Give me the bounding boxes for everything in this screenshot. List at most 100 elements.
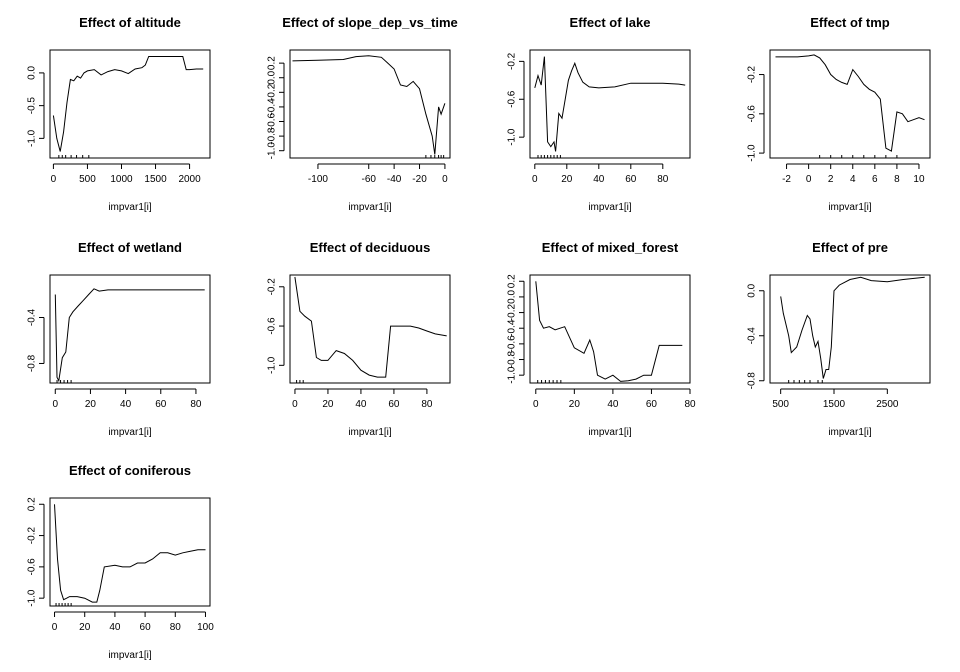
x-tick-label: 0	[806, 174, 812, 185]
effect-line	[54, 504, 206, 603]
panel-1: Effect of altitude 0 500 1000 1500 2000 -1.0 -0…	[27, 15, 211, 213]
panel-title: Effect of lake	[570, 15, 651, 30]
panel-title: Effect of deciduous	[310, 240, 431, 255]
x-tick-label: 60	[155, 399, 167, 410]
x-tick-label: 8	[894, 174, 900, 185]
y-tick-label: -1.0	[267, 142, 278, 160]
x-tick-label: 2500	[876, 399, 899, 410]
y-tick-label: -0.6	[27, 558, 38, 576]
x-tick-label: 2	[828, 174, 834, 185]
x-axis-label: impvar1[i]	[108, 650, 152, 661]
effect-line	[292, 55, 446, 155]
x-axis-label: impvar1[i]	[828, 202, 872, 213]
x-tick-label: 20	[322, 399, 334, 410]
y-tick-label: -0.2	[267, 83, 278, 101]
x-axis-label: impvar1[i]	[108, 202, 152, 213]
x-tick-label: 20	[569, 399, 581, 410]
panel-3: Effect of lake 0 20 40 60 80 -1.0 -0.6 -0.2 impva…	[507, 15, 691, 213]
x-tick-label: 2000	[178, 174, 201, 185]
x-tick-label: 40	[607, 399, 619, 410]
y-tick-label: -0.4	[27, 308, 38, 326]
x-tick-label: 80	[684, 399, 696, 410]
x-tick-label: 60	[140, 622, 152, 633]
x-tick-label: 1000	[110, 174, 133, 185]
y-tick-label: -1.0	[747, 144, 758, 162]
x-tick-label: 40	[109, 622, 121, 633]
x-tick-label: 0	[52, 399, 58, 410]
x-tick-label: -2	[782, 174, 791, 185]
effect-line	[775, 54, 925, 152]
x-axis-label: impvar1[i]	[348, 427, 392, 438]
x-axis-label: impvar1[i]	[348, 202, 392, 213]
y-tick-label: -0.4	[267, 98, 278, 116]
x-axis-label: impvar1[i]	[588, 427, 632, 438]
x-tick-label: 500	[79, 174, 96, 185]
x-tick-label: 80	[421, 399, 433, 410]
y-tick-label: -0.8	[507, 350, 518, 368]
plot-frame	[529, 49, 691, 159]
panel-title: Effect of coniferous	[69, 463, 191, 478]
panel-2: Effect of slope_dep_vs_time -100 -60 -40 -20…	[267, 15, 458, 213]
x-tick-label: 0	[533, 399, 539, 410]
y-tick-label: -0.5	[27, 97, 38, 115]
y-tick-label: -1.0	[267, 356, 278, 374]
y-tick-label: -0.6	[267, 317, 278, 335]
x-tick-label: 4	[850, 174, 856, 185]
x-tick-label: 0	[52, 622, 58, 633]
x-tick-label: 500	[772, 399, 789, 410]
plot-frame	[289, 49, 451, 159]
y-tick-label: -0.8	[747, 372, 758, 390]
y-tick-label: -0.6	[747, 105, 758, 123]
y-tick-label: -1.0	[27, 129, 38, 147]
effect-line	[294, 276, 447, 378]
effect-line	[534, 56, 686, 152]
y-tick-label: 0.0	[27, 66, 38, 80]
y-tick-label: 0.2	[267, 56, 278, 70]
y-tick-label: 0.2	[27, 497, 38, 511]
y-tick-label: -1.0	[507, 128, 518, 146]
y-tick-label: 0.0	[747, 283, 758, 297]
x-tick-label: 0	[51, 174, 57, 185]
plot-frame	[769, 49, 931, 159]
panel-9: Effect of coniferous 0 20 40 60 80 100 -1.0 -0.6…	[27, 463, 215, 661]
y-tick-label: -1.0	[27, 589, 38, 607]
effect-line	[52, 56, 204, 152]
x-tick-label: 100	[197, 622, 214, 633]
panel-5: Effect of wetland 0 20 40 60 80 -0.8 -0.4 impvar…	[27, 240, 211, 438]
x-tick-label: 0	[292, 399, 298, 410]
plot-frame	[769, 274, 931, 384]
x-tick-label: 40	[355, 399, 367, 410]
x-tick-label: -40	[387, 174, 402, 185]
y-tick-label: 0.2	[507, 274, 518, 288]
x-tick-label: 20	[85, 399, 97, 410]
plot-frame	[289, 274, 451, 384]
y-tick-label: -0.6	[507, 335, 518, 353]
x-tick-label: 40	[593, 174, 605, 185]
x-tick-label: -60	[362, 174, 377, 185]
x-tick-label: 60	[646, 399, 658, 410]
x-tick-label: 20	[561, 174, 573, 185]
y-tick-label: -0.6	[267, 112, 278, 130]
y-tick-label: -0.2	[507, 304, 518, 322]
x-tick-label: 0	[532, 174, 538, 185]
x-axis-label: impvar1[i]	[828, 427, 872, 438]
y-tick-label: 0.0	[267, 70, 278, 84]
x-tick-label: 10	[913, 174, 925, 185]
x-tick-label: 80	[657, 174, 669, 185]
x-axis-label: impvar1[i]	[588, 202, 632, 213]
y-tick-label: -0.2	[27, 527, 38, 545]
effect-line	[535, 281, 683, 382]
x-tick-label: 40	[120, 399, 132, 410]
x-tick-label: 60	[388, 399, 400, 410]
x-axis-label: impvar1[i]	[108, 427, 152, 438]
y-tick-label: -0.4	[507, 319, 518, 337]
y-tick-label: -0.2	[507, 52, 518, 70]
panel-title: Effect of tmp	[810, 15, 890, 30]
x-tick-label: -20	[412, 174, 427, 185]
panel-title: Effect of wetland	[78, 240, 182, 255]
panel-title: Effect of mixed_forest	[542, 240, 679, 255]
plot-frame	[49, 49, 211, 159]
effect-line	[780, 276, 925, 379]
x-tick-label: 0	[442, 174, 448, 185]
